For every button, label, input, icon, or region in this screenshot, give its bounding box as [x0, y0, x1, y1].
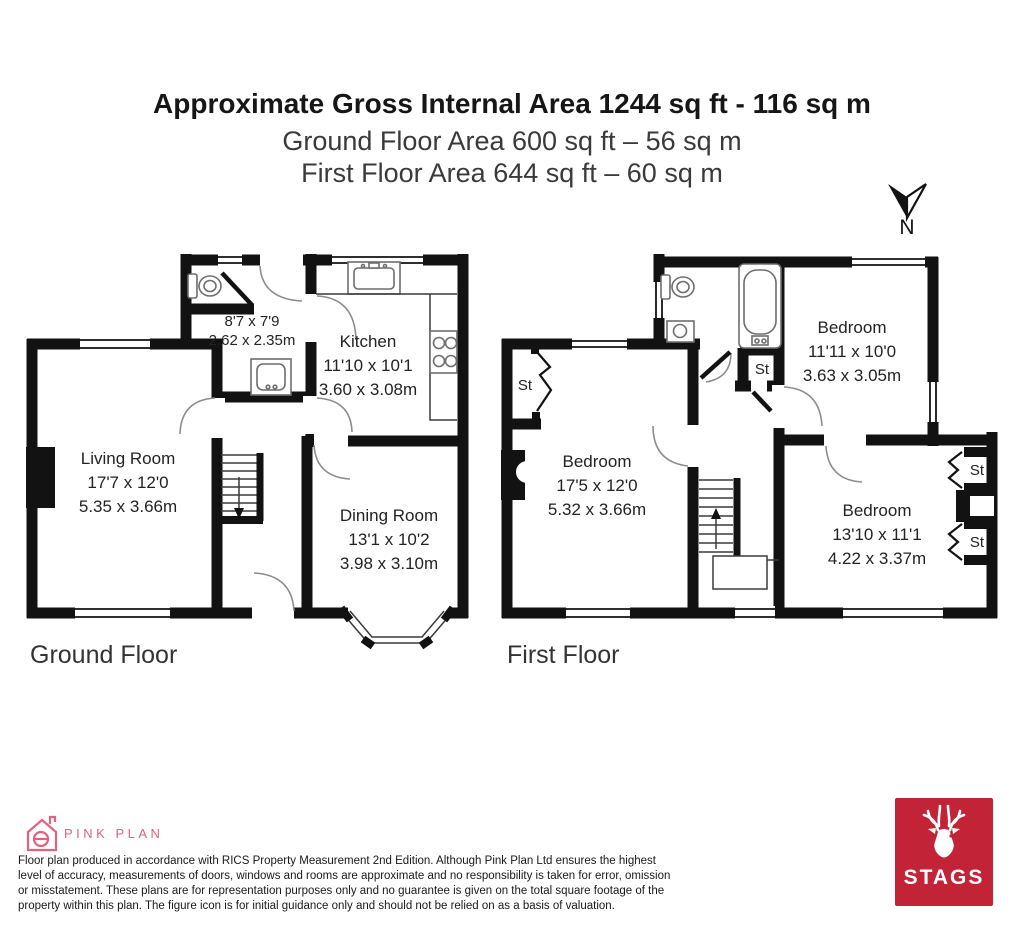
disclaimer-line: or misstatement. These plans are for rep… — [18, 885, 665, 897]
living-room-label: Living Room 17'7 x 12'0 5.35 x 3.66m — [78, 449, 178, 516]
pink-plan-logo-icon — [26, 815, 58, 852]
disclaimer-line: property within this plan. The figure ic… — [18, 900, 615, 912]
pink-plan-brand-text: PINK PLAN — [64, 826, 164, 841]
first-floor-plan — [501, 254, 998, 620]
kitchen-label: Kitchen 11'10 x 10'1 3.60 x 3.08m — [318, 332, 418, 399]
page-title: Approximate Gross Internal Area 1244 sq … — [153, 88, 871, 119]
chimney-breast — [26, 447, 55, 508]
bedroom-left-label: Bedroom 17'5 x 12'0 5.32 x 3.66m — [547, 452, 647, 519]
toilet-icon — [660, 274, 695, 300]
disclaimer-line: level of accuracy, measurements of doors… — [18, 870, 671, 882]
stags-brand-text: STAGS — [903, 866, 985, 889]
toilet-icon — [187, 273, 222, 299]
stag-head-icon — [922, 804, 966, 858]
bathroom-door-leaf — [699, 350, 732, 380]
bedroom-top-right-label: Bedroom 11'11 x 10'0 3.63 x 3.05m — [802, 318, 902, 385]
bifold-closet-door — [536, 351, 963, 561]
window — [75, 253, 423, 620]
bay-window — [337, 605, 457, 650]
kitchen-sink-icon — [347, 261, 401, 295]
bathtub-icon — [738, 263, 782, 349]
ground-floor-title: Ground Floor — [30, 641, 178, 669]
door-swing-arc — [179, 265, 357, 612]
north-label: N — [899, 216, 915, 239]
storage-door-leaf — [751, 390, 773, 413]
storage-label: St — [754, 361, 770, 378]
door-swing-arc — [652, 352, 863, 483]
north-arrow-icon — [888, 183, 927, 223]
basin-icon — [250, 358, 292, 396]
hob-icon — [429, 330, 458, 374]
dining-room-label: Dining Room 13'1 x 10'2 3.98 x 3.10m — [339, 506, 439, 573]
wc-door-leaf — [220, 271, 254, 307]
ground-floor-plan — [26, 252, 469, 650]
door-opening — [686, 385, 866, 467]
ground-floor-area-subtitle: Ground Floor Area 600 sq ft – 56 sq m — [282, 126, 742, 156]
storage-label: St — [517, 377, 533, 394]
storage-label: St — [969, 462, 985, 479]
stairs-up — [699, 478, 779, 590]
stairs-down — [214, 453, 264, 524]
bedroom-bottom-right-label: Bedroom 13'10 x 11'1 4.22 x 3.37m — [827, 501, 927, 568]
storage-label: St — [969, 534, 985, 551]
window — [566, 255, 943, 620]
door-opening — [209, 252, 450, 621]
hall-label: 8'7 x 7'9 2.62 x 2.35m — [208, 313, 296, 349]
first-floor-title: First Floor — [507, 641, 620, 669]
stags-logo: STAGS — [895, 798, 993, 906]
basin-icon — [666, 320, 695, 343]
disclaimer-line: Floor plan produced in accordance with R… — [18, 855, 656, 867]
first-floor-area-subtitle: First Floor Area 644 sq ft – 60 sq m — [301, 158, 723, 188]
